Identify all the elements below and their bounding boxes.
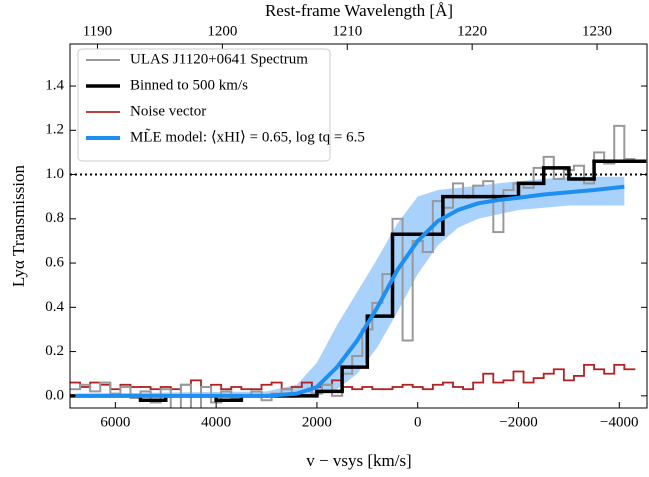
y-tick-label: 1.0 bbox=[45, 166, 64, 182]
x2-axis-label: Rest-frame Wavelength [Å] bbox=[265, 1, 453, 20]
model-line bbox=[75, 184, 625, 398]
y-tick-label: 0.8 bbox=[45, 210, 64, 226]
plot-area bbox=[70, 124, 647, 408]
legend-label: Binned to 500 km/s bbox=[130, 77, 248, 93]
y-tick-label: 0.0 bbox=[45, 387, 64, 403]
x-tick-label: 0 bbox=[414, 414, 422, 430]
x2-tick-label: 1230 bbox=[582, 23, 612, 39]
x-axis-label: v − vsys [km/s] bbox=[306, 451, 411, 470]
plot-frame bbox=[69, 43, 648, 409]
legend-box bbox=[77, 48, 331, 162]
x-tick-label: 4000 bbox=[201, 414, 231, 430]
x-tick-label: 2000 bbox=[302, 414, 332, 430]
y-tick-label: 1.4 bbox=[45, 77, 64, 93]
x2-tick-label: 1200 bbox=[207, 23, 237, 39]
y-axis-label: Lyα Transmission bbox=[9, 164, 28, 287]
confidence-band bbox=[75, 176, 625, 399]
x-tick-label: 6000 bbox=[100, 414, 130, 430]
x2-tick-label: 1190 bbox=[83, 23, 112, 39]
legend-label: Noise vector bbox=[130, 103, 206, 119]
x-tick-label: −2000 bbox=[499, 414, 537, 430]
x-tick-label: −4000 bbox=[600, 414, 638, 430]
y-tick-label: 0.4 bbox=[45, 299, 64, 315]
y-tick-label: 1.2 bbox=[45, 122, 64, 138]
y-tick-label: 0.6 bbox=[45, 255, 64, 271]
y-tick-label: 0.2 bbox=[45, 343, 64, 359]
x2-tick-label: 1220 bbox=[457, 23, 487, 39]
legend-label: ML̃E model: ⟨xHI⟩ = 0.65, log tq = 6.5 bbox=[130, 128, 365, 145]
x2-tick-label: 1210 bbox=[332, 23, 362, 39]
legend-label: ULAS J1120+0641 Spectrum bbox=[130, 51, 308, 67]
